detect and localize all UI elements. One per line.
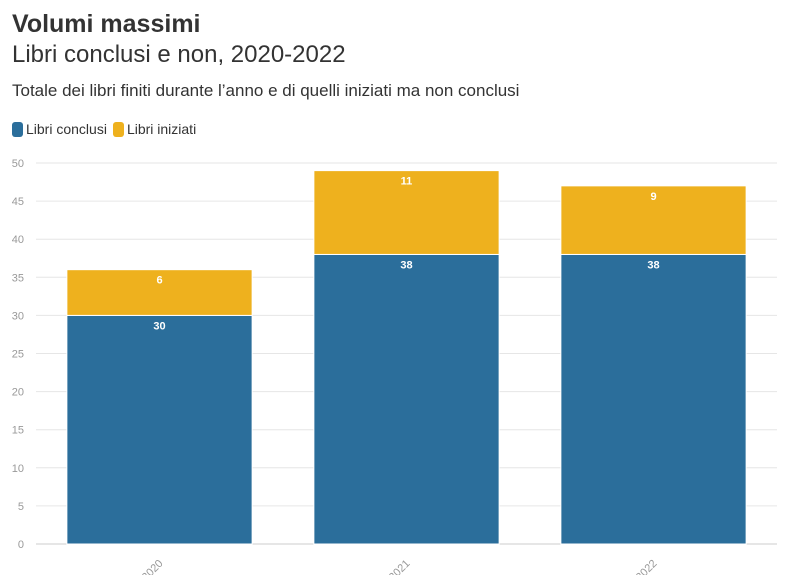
x-tick-label-2020: 2020 (140, 558, 166, 575)
y-tick-label-35: 35 (12, 272, 24, 284)
y-tick-label-20: 20 (12, 387, 24, 399)
x-tick-label-2022: 2022 (634, 558, 660, 575)
legend-swatch-iniziati (112, 121, 124, 137)
legend-label-conclusi: Libri conclusi (26, 121, 107, 137)
y-tick-label-30: 30 (12, 310, 24, 322)
data-label-2022-series-0: 38 (647, 259, 659, 271)
chart-subtitle: Libri conclusi e non, 2020-2022 (12, 41, 346, 68)
y-tick-label-40: 40 (12, 234, 24, 246)
x-tick-label-2021: 2021 (387, 558, 413, 575)
y-tick-label-5: 5 (18, 501, 24, 513)
bar-2021-series-1 (313, 170, 500, 255)
data-label-2021-series-1: 11 (401, 176, 413, 188)
y-tick-label-0: 0 (18, 539, 24, 551)
y-tick-label-10: 10 (12, 463, 24, 475)
y-tick-label-15: 15 (12, 425, 24, 437)
legend-item-conclusi[interactable]: Libri conclusi (12, 121, 107, 137)
data-label-2022-series-1: 9 (650, 191, 656, 203)
legend-label-iniziati: Libri iniziati (126, 121, 197, 137)
data-label-2021-series-0: 38 (400, 259, 412, 271)
chart-header: Volumi massimi Libri conclusi e non, 202… (12, 8, 784, 102)
bar-2021-series-0 (313, 253, 500, 545)
bar-2022-series-1 (560, 185, 747, 255)
legend: Libri conclusi Libri iniziati (12, 121, 202, 137)
legend-item-iniziati[interactable]: Libri iniziati (112, 121, 197, 137)
y-tick-label-50: 50 (12, 158, 24, 170)
bar-2020-series-0 (66, 314, 253, 545)
chart-description: Totale dei libri finiti durante l’anno e… (12, 81, 520, 100)
y-tick-label-45: 45 (12, 196, 24, 208)
chart-title: Volumi massimi (12, 10, 201, 38)
data-label-2020-series-0: 30 (153, 320, 165, 332)
y-tick-label-25: 25 (12, 349, 24, 361)
bar-2020-series-1 (66, 269, 253, 316)
legend-swatch-conclusi (12, 121, 23, 137)
bar-2022-series-0 (560, 253, 747, 545)
data-label-2020-series-1: 6 (156, 275, 162, 287)
